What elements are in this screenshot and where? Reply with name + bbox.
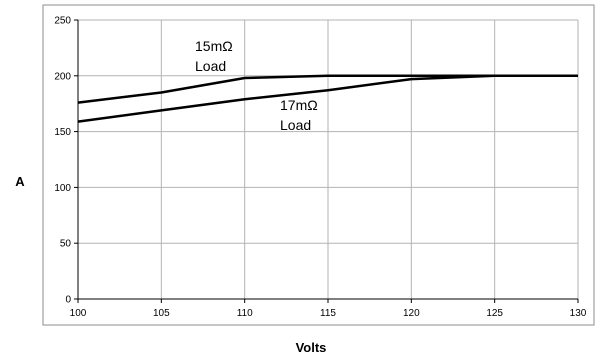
x-tick-label: 130 xyxy=(570,308,587,319)
series-annotation-label: Load xyxy=(195,58,226,74)
x-axis-title: Volts xyxy=(296,340,327,355)
y-tick-label: 50 xyxy=(60,239,72,250)
series-annotation-label: Load xyxy=(280,117,311,133)
x-tick-label: 120 xyxy=(403,308,420,319)
y-tick-label: 0 xyxy=(65,295,71,306)
x-tick-label: 105 xyxy=(153,308,170,319)
y-tick-label: 200 xyxy=(54,71,71,82)
x-tick-label: 110 xyxy=(237,308,253,319)
y-tick-label: 250 xyxy=(54,16,71,27)
series-annotation-label: 15mΩ xyxy=(195,38,233,54)
y-tick-label: 150 xyxy=(54,127,71,138)
x-tick-label: 115 xyxy=(320,308,336,319)
x-tick-label: 125 xyxy=(486,308,503,319)
y-axis-title: A xyxy=(15,174,25,189)
x-tick-label: 100 xyxy=(70,308,87,319)
chart-frame xyxy=(43,5,594,325)
series-annotation-label: 17mΩ xyxy=(280,97,318,113)
y-tick-label: 100 xyxy=(54,183,71,194)
